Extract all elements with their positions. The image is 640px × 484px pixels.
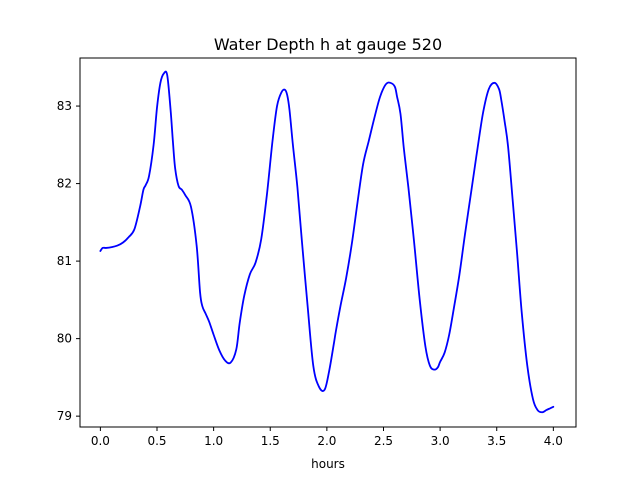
x-tick-label: 0.0	[91, 434, 110, 448]
y-tick-label: 79	[57, 409, 72, 423]
x-tick-label: 2.0	[317, 434, 336, 448]
x-tick-label: 3.5	[487, 434, 506, 448]
plot-area-frame	[79, 57, 577, 428]
x-tick-label: 4.0	[544, 434, 563, 448]
x-tick-label: 0.5	[147, 434, 166, 448]
x-tick-label: 3.0	[431, 434, 450, 448]
chart-title: Water Depth h at gauge 520	[214, 35, 442, 54]
x-axis-label: hours	[311, 457, 345, 471]
x-tick-label: 1.5	[261, 434, 280, 448]
x-tick-label: 2.5	[374, 434, 393, 448]
y-tick-label: 83	[57, 99, 72, 113]
y-tick-label: 80	[57, 332, 72, 346]
y-tick-label: 82	[57, 177, 72, 191]
series-layer	[99, 70, 555, 414]
axis-ticks: 0.0 0.5 1.0 1.5 2.0 2.5 3.0 3.5 4.0 79 80 81 82 83	[57, 99, 563, 448]
x-tick-label: 1.0	[204, 434, 223, 448]
series-line	[99, 70, 555, 414]
y-tick-label: 81	[57, 254, 72, 268]
